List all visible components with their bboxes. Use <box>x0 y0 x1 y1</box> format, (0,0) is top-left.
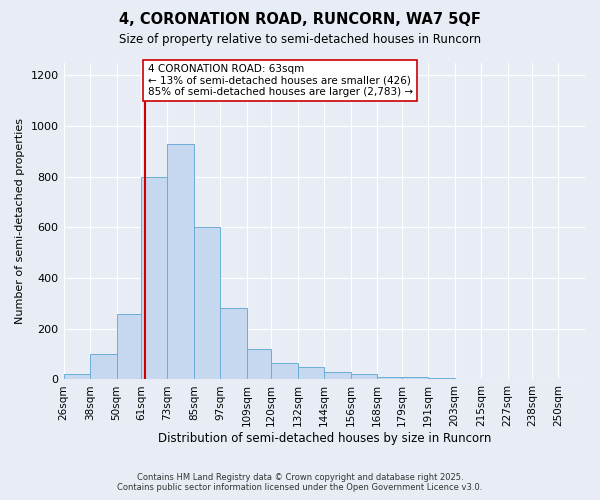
Bar <box>455 378 481 380</box>
Bar <box>220 308 247 380</box>
Y-axis label: Number of semi-detached properties: Number of semi-detached properties <box>15 118 25 324</box>
Bar <box>194 228 220 380</box>
Bar <box>481 379 508 380</box>
Bar <box>90 354 116 380</box>
Bar <box>247 349 271 380</box>
Text: Size of property relative to semi-detached houses in Runcorn: Size of property relative to semi-detach… <box>119 32 481 46</box>
Text: 4, CORONATION ROAD, RUNCORN, WA7 5QF: 4, CORONATION ROAD, RUNCORN, WA7 5QF <box>119 12 481 28</box>
Bar <box>116 314 141 380</box>
Text: Contains HM Land Registry data © Crown copyright and database right 2025.
Contai: Contains HM Land Registry data © Crown c… <box>118 473 482 492</box>
Text: 4 CORONATION ROAD: 63sqm
← 13% of semi-detached houses are smaller (426)
85% of : 4 CORONATION ROAD: 63sqm ← 13% of semi-d… <box>148 64 413 97</box>
Bar <box>298 367 324 380</box>
Bar <box>401 378 428 380</box>
X-axis label: Distribution of semi-detached houses by size in Runcorn: Distribution of semi-detached houses by … <box>158 432 491 445</box>
Bar <box>64 374 90 380</box>
Bar <box>324 372 351 380</box>
Bar <box>167 144 194 380</box>
Bar <box>428 378 455 380</box>
Bar <box>351 374 377 380</box>
Bar <box>271 363 298 380</box>
Bar <box>141 176 167 380</box>
Bar <box>377 377 401 380</box>
